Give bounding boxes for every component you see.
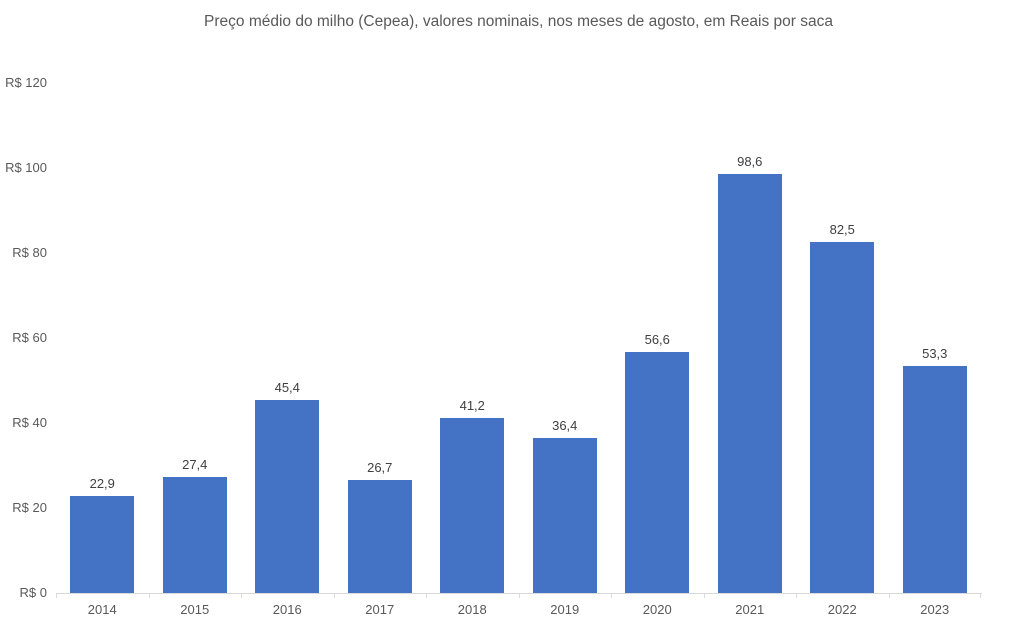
bar-value-label-2023: 53,3: [922, 346, 948, 361]
x-axis-tick-label: 2018: [457, 602, 487, 617]
x-axis-tick-mark: [149, 593, 150, 598]
x-axis-tick-mark: [796, 593, 797, 598]
x-axis-tick-mark: [426, 593, 427, 598]
bar-2018: [440, 418, 505, 593]
x-axis-tick-mark: [334, 593, 335, 598]
x-axis-tick-label: 2022: [827, 602, 857, 617]
y-axis-tick-label: R$ 60: [12, 330, 47, 345]
x-axis-tick-label: 2014: [87, 602, 117, 617]
x-axis-tick-mark: [980, 593, 981, 598]
x-axis-tick-mark: [241, 593, 242, 598]
bar-2017: [347, 480, 412, 593]
bar-value-label-2015: 27,4: [182, 457, 208, 472]
bar-2020: [625, 352, 690, 593]
x-axis-tick-mark: [56, 593, 57, 598]
bar-2022: [810, 242, 875, 593]
bar-value-label-2014: 22,9: [89, 476, 115, 491]
y-axis-tick-label: R$ 0: [19, 585, 47, 600]
x-axis-tick-mark: [889, 593, 890, 598]
y-axis-tick-label: R$ 40: [12, 415, 47, 430]
y-axis-tick-label: R$ 80: [12, 245, 47, 260]
x-axis-tick-label: 2023: [920, 602, 950, 617]
bar-2023: [902, 366, 967, 593]
x-axis-tick-mark: [704, 593, 705, 598]
x-axis-tick-label: 2016: [272, 602, 302, 617]
bar-value-label-2017: 26,7: [367, 460, 393, 475]
bar-value-label-2021: 98,6: [737, 154, 763, 169]
y-axis-tick-label: R$ 120: [5, 75, 47, 90]
bar-2015: [162, 477, 227, 593]
y-axis-tick-label: R$ 100: [5, 160, 47, 175]
y-axis-tick-label: R$ 20: [12, 500, 47, 515]
x-axis-tick-label: 2017: [365, 602, 395, 617]
x-axis-tick-mark: [611, 593, 612, 598]
x-axis-tick-label: 2015: [180, 602, 210, 617]
bar-2019: [532, 438, 597, 593]
x-axis-tick-label: 2019: [550, 602, 580, 617]
bar-value-label-2019: 36,4: [552, 418, 578, 433]
bar-value-label-2022: 82,5: [829, 222, 855, 237]
bar-2016: [255, 400, 320, 593]
x-axis-tick-mark: [519, 593, 520, 598]
bar-value-label-2020: 56,6: [644, 332, 670, 347]
bar-value-label-2018: 41,2: [459, 398, 485, 413]
bar-value-label-2016: 45,4: [274, 380, 300, 395]
plot-area: 22,9 27,4 45,4 26,7 41,2 36,4 56,6 98,6 82,5 53,3: [56, 83, 981, 593]
bar-2021: [717, 174, 782, 593]
x-axis-tick-label: 2021: [735, 602, 765, 617]
bar-2014: [70, 496, 135, 593]
chart-title: Preço médio do milho (Cepea), valores no…: [204, 13, 833, 30]
x-axis-tick-label: 2020: [642, 602, 672, 617]
